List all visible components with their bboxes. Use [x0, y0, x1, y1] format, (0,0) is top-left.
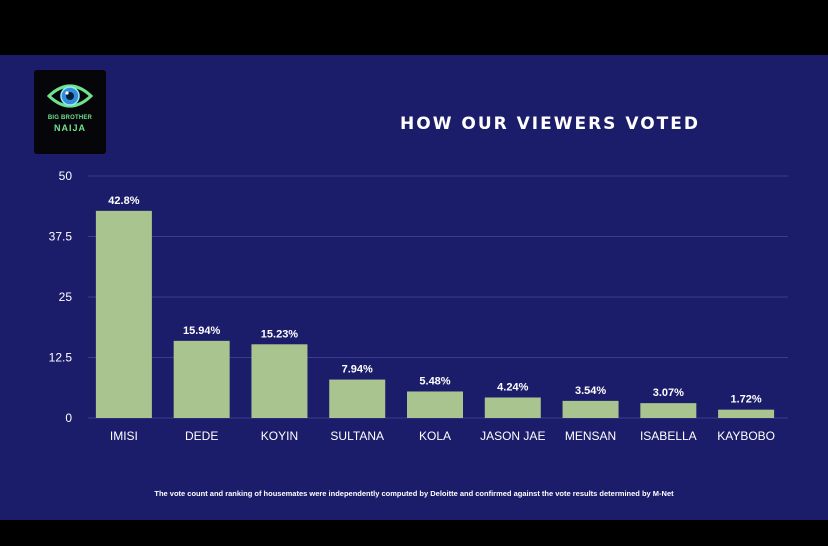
x-tick-label: SULTANA	[330, 429, 384, 443]
x-tick-label: MENSAN	[565, 429, 616, 443]
bar	[329, 379, 386, 418]
bar	[562, 400, 619, 418]
y-tick-label: 12.5	[49, 351, 73, 365]
data-label: 3.54%	[575, 385, 606, 397]
x-tick-label: DEDE	[185, 429, 218, 443]
bar	[640, 403, 697, 418]
footnote: The vote count and ranking of housemates…	[154, 489, 674, 498]
x-tick-label: JASON JAE	[480, 429, 545, 443]
eye-logo-icon	[47, 84, 93, 108]
y-tick-label: 25	[59, 290, 73, 304]
y-tick-label: 0	[65, 411, 72, 425]
data-label: 15.23%	[261, 328, 299, 340]
bar	[95, 210, 152, 418]
data-label: 1.72%	[731, 394, 762, 406]
logo-text-bottom: NAIJA	[53, 123, 86, 133]
data-label: 42.8%	[108, 195, 139, 207]
data-label: 4.24%	[497, 381, 528, 393]
bar	[484, 397, 541, 418]
x-tick-label: KOYIN	[261, 429, 298, 443]
data-label: 5.48%	[419, 375, 450, 387]
bar	[407, 391, 463, 418]
big-brother-naija-logo: BIG BROTHER NAIJA	[34, 70, 106, 154]
data-label: 3.07%	[653, 387, 684, 399]
data-label: 15.94%	[183, 325, 221, 337]
x-tick-label: IMISI	[110, 429, 138, 443]
y-tick-label: 50	[59, 169, 73, 183]
chart-title: HOW OUR VIEWERS VOTED	[400, 114, 700, 134]
x-tick-label: ISABELLA	[640, 429, 697, 443]
logo-text-top: BIG BROTHER	[47, 115, 93, 121]
x-tick-label: KAYBOBO	[717, 429, 775, 443]
bar	[173, 340, 230, 418]
bar	[718, 409, 775, 418]
y-tick-label: 37.5	[49, 230, 73, 244]
data-label: 7.94%	[342, 364, 373, 376]
x-tick-label: KOLA	[419, 429, 451, 443]
bar	[251, 344, 308, 418]
